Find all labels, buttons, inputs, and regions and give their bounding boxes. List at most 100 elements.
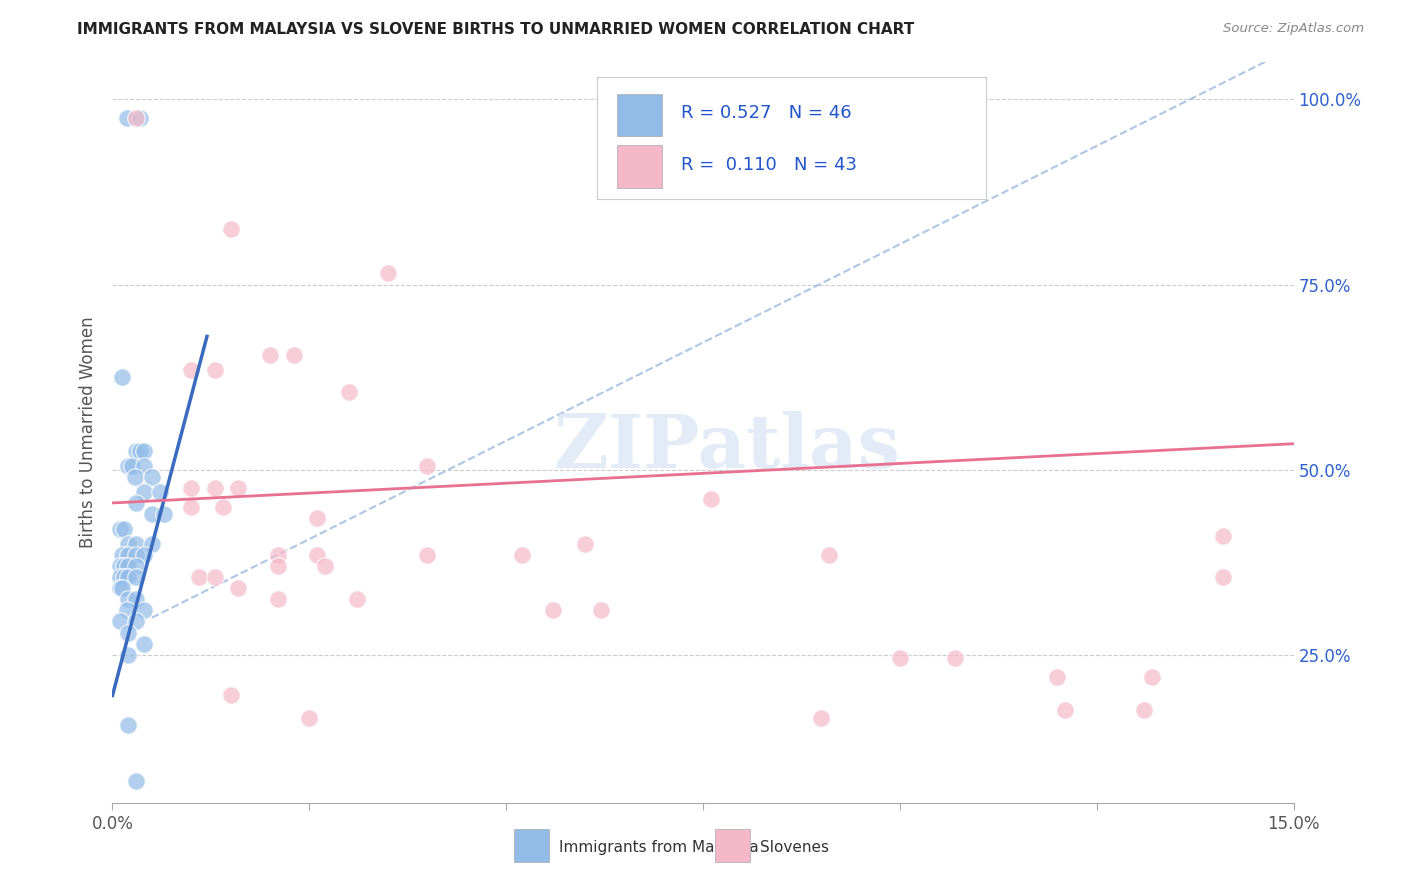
Point [121, 458, 143, 473]
Point [111, 370, 134, 384]
Point [188, 570, 211, 584]
Point [1212, 529, 1234, 543]
Point [115, 111, 138, 125]
Point [111, 581, 134, 595]
Point [117, 648, 139, 662]
Text: ZIPatlas: ZIPatlas [553, 411, 900, 484]
Point [1133, 703, 1156, 717]
Point [346, 592, 368, 607]
Point [132, 637, 155, 651]
Point [117, 718, 139, 732]
Point [110, 570, 132, 584]
Text: Slovenes: Slovenes [759, 839, 828, 855]
Point [307, 510, 329, 524]
Point [589, 603, 612, 617]
Point [204, 481, 226, 495]
Point [1054, 703, 1077, 717]
FancyBboxPatch shape [617, 94, 662, 136]
Point [204, 362, 226, 376]
Point [125, 570, 148, 584]
Point [141, 470, 163, 484]
Point [125, 558, 148, 573]
Point [111, 548, 134, 562]
Point [125, 496, 148, 510]
FancyBboxPatch shape [617, 145, 662, 188]
Point [129, 444, 152, 458]
Text: Source: ZipAtlas.com: Source: ZipAtlas.com [1223, 22, 1364, 36]
Point [211, 500, 233, 514]
Point [307, 548, 329, 562]
Point [510, 548, 533, 562]
Point [125, 536, 148, 550]
Point [125, 548, 148, 562]
Point [810, 711, 832, 725]
Point [219, 689, 242, 703]
Point [180, 362, 202, 376]
Point [125, 615, 148, 629]
Point [574, 536, 596, 550]
Point [149, 484, 172, 499]
Point [129, 111, 152, 125]
Point [180, 481, 202, 495]
Point [132, 548, 155, 562]
Point [110, 581, 132, 595]
Point [125, 444, 148, 458]
Point [180, 500, 202, 514]
Point [125, 773, 148, 788]
Point [125, 592, 148, 607]
Point [298, 711, 321, 725]
Point [267, 558, 290, 573]
Point [259, 348, 281, 362]
FancyBboxPatch shape [515, 829, 550, 862]
Text: R =  0.110   N = 43: R = 0.110 N = 43 [681, 155, 856, 174]
Point [668, 111, 690, 125]
FancyBboxPatch shape [714, 829, 751, 862]
Point [1140, 670, 1163, 684]
Point [132, 603, 155, 617]
Point [700, 492, 723, 507]
Point [117, 458, 139, 473]
Y-axis label: Births to Unmarried Women: Births to Unmarried Women [79, 317, 97, 549]
Point [267, 592, 290, 607]
Point [117, 548, 139, 562]
Point [110, 615, 132, 629]
Point [283, 348, 305, 362]
Point [117, 536, 139, 550]
Text: IMMIGRANTS FROM MALAYSIA VS SLOVENE BIRTHS TO UNMARRIED WOMEN CORRELATION CHART: IMMIGRANTS FROM MALAYSIA VS SLOVENE BIRT… [77, 22, 914, 37]
Point [543, 603, 565, 617]
Point [112, 570, 135, 584]
Point [1046, 670, 1069, 684]
Point [125, 111, 148, 125]
Point [416, 548, 439, 562]
Point [377, 267, 399, 281]
Point [204, 570, 226, 584]
Point [152, 507, 174, 521]
Point [219, 222, 242, 236]
Point [416, 458, 439, 473]
Text: R = 0.527   N = 46: R = 0.527 N = 46 [681, 103, 851, 122]
Point [818, 548, 841, 562]
Point [132, 458, 155, 473]
Point [117, 570, 139, 584]
Point [110, 558, 132, 573]
Point [1212, 570, 1234, 584]
Point [115, 603, 138, 617]
Point [337, 384, 360, 399]
Point [124, 470, 146, 484]
Point [889, 651, 911, 665]
Point [228, 581, 250, 595]
Text: Immigrants from Malaysia: Immigrants from Malaysia [560, 839, 759, 855]
Point [141, 536, 163, 550]
Point [132, 484, 155, 499]
Point [110, 522, 132, 536]
Point [228, 481, 250, 495]
Point [314, 558, 336, 573]
Point [112, 522, 135, 536]
Point [141, 507, 163, 521]
Point [112, 558, 135, 573]
Point [132, 444, 155, 458]
Point [117, 558, 139, 573]
FancyBboxPatch shape [596, 78, 987, 200]
Point [943, 651, 966, 665]
Point [117, 592, 139, 607]
